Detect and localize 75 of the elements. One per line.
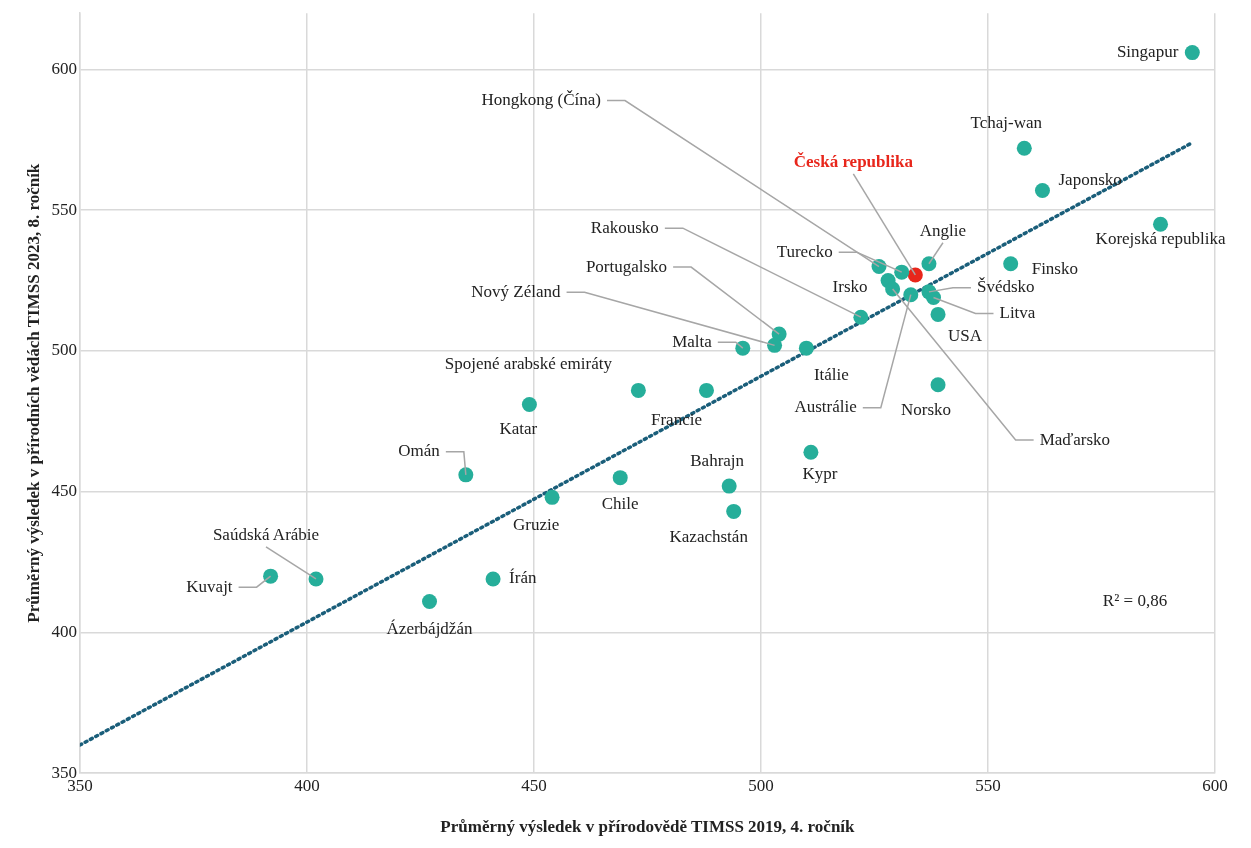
point (726, 503, 742, 519)
point (767, 337, 783, 353)
annotation: Česká republika (793, 152, 914, 172)
point (458, 467, 474, 483)
point (263, 568, 279, 584)
annotation: R² = 0,86 (1102, 590, 1168, 610)
point (798, 340, 814, 356)
x-tick-label: 400 (294, 775, 320, 795)
annotation: Bahrajn (690, 450, 745, 470)
annotation: Írán (509, 568, 537, 588)
annotation: Korejská republika (1095, 228, 1226, 248)
point (735, 340, 751, 356)
point (930, 306, 946, 322)
annotation: Katar (499, 418, 538, 438)
annotation: Omán (398, 441, 441, 461)
annotation: Japonsko (1058, 170, 1122, 189)
annotation: Kypr (802, 463, 838, 483)
y-axis-title: Průměrný výsledek v přírodních vědách TIMSS 2023, 8. ročník (23, 163, 43, 623)
point (308, 571, 324, 587)
annotation: Hongkong (Čína) (481, 90, 602, 109)
y-tick-label: 600 (51, 58, 77, 78)
annotation: Norsko (901, 400, 952, 420)
point (907, 267, 923, 283)
annotation: Irsko (832, 277, 868, 297)
point (1184, 45, 1200, 61)
point (544, 489, 560, 505)
point (803, 444, 819, 460)
x-axis-title: Průměrný výsledek v přírodovědě TIMSS 2019, 4. ročník (440, 817, 856, 837)
point (485, 571, 501, 587)
annotation: Nový Zéland (471, 281, 562, 301)
x-tick-label: 500 (748, 775, 774, 795)
annotation: Saúdská Arábie (212, 525, 320, 545)
annotation: Rakousko (590, 217, 659, 237)
y-tick-label: 550 (51, 199, 77, 219)
annotation: Itálie (813, 364, 849, 384)
y-tick-label: 450 (51, 481, 77, 501)
annotation: Chile (601, 494, 639, 514)
y-tick-label: 500 (51, 340, 77, 360)
annotation: Finsko (1031, 259, 1078, 279)
annotation: USA (948, 325, 983, 345)
annotation: Švédsko (976, 277, 1035, 297)
annotation: Kuvajt (186, 576, 233, 596)
point (1153, 216, 1169, 232)
annotation: Turecko (776, 241, 833, 261)
point (1034, 183, 1050, 199)
annotation: Malta (672, 331, 713, 351)
point (521, 396, 537, 412)
annotation: Anglie (919, 221, 967, 241)
annotation: Spojené arabské emiráty (444, 353, 613, 373)
point (903, 287, 919, 303)
point (698, 382, 714, 398)
point (921, 256, 937, 272)
annotation: Gruzie (512, 514, 560, 534)
point (1003, 256, 1019, 272)
point (422, 594, 438, 609)
point (612, 470, 628, 486)
annotation: Tchaj-wan (970, 112, 1043, 132)
x-tick-label: 450 (521, 775, 547, 795)
point (721, 478, 737, 494)
annotation: Portugalsko (585, 256, 668, 276)
point (885, 281, 901, 297)
point (630, 382, 646, 398)
annotation: Litva (999, 302, 1036, 322)
y-tick-label: 400 (51, 621, 77, 641)
annotation: Kazachstán (669, 526, 749, 546)
point (894, 264, 910, 280)
x-tick-label: 600 (1202, 775, 1228, 795)
x-tick-label: 550 (975, 775, 1001, 795)
annotation: Maďarsko (1039, 429, 1111, 449)
point (853, 309, 869, 325)
point (1016, 140, 1032, 156)
annotation: Austrálie (794, 397, 857, 417)
annotation: Ázerbájdžán (386, 618, 473, 638)
point (930, 377, 946, 393)
annotation: Singapur (1116, 42, 1179, 62)
